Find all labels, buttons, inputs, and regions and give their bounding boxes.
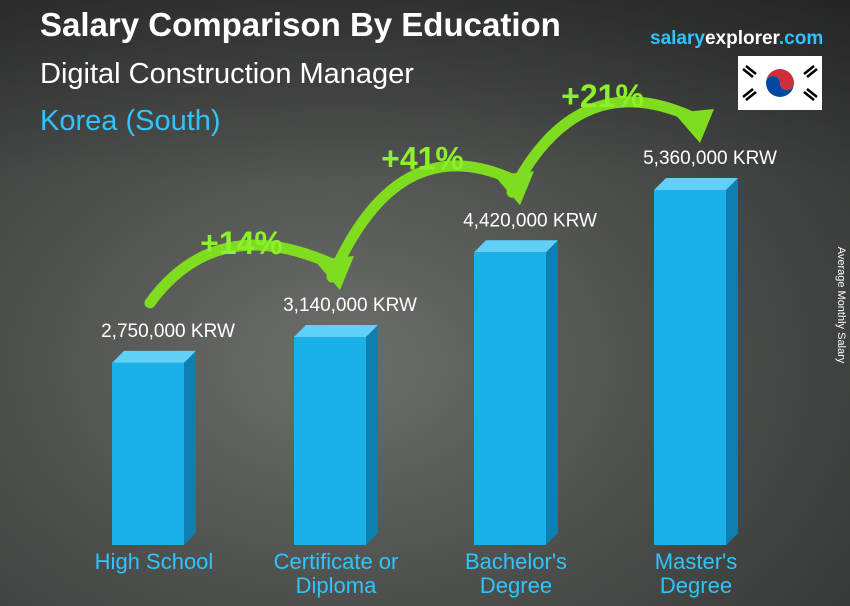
value-label: 4,420,000 KRW — [463, 210, 597, 231]
chart-subtitle: Digital Construction Manager — [40, 58, 414, 90]
x-tick-label: Bachelor's Degree — [464, 549, 568, 598]
y-axis-label: Average Monthly Salary — [835, 247, 847, 364]
x-tick-label: Certificate or Diploma — [273, 549, 399, 598]
bar-top — [294, 325, 378, 338]
value-label: 2,750,000 KRW — [101, 321, 235, 342]
value-label: 5,360,000 KRW — [643, 148, 777, 169]
bar — [112, 362, 184, 545]
x-tick-label: High School — [94, 549, 214, 574]
bar-top — [474, 240, 558, 253]
growth-arrow — [506, 96, 698, 198]
bar — [294, 337, 366, 545]
brand: salaryexplorer.com — [650, 28, 823, 49]
bar — [654, 190, 726, 545]
bar-side — [366, 325, 378, 545]
brand-part: salary — [650, 28, 705, 49]
bar — [474, 252, 546, 546]
growth-label: +14% — [200, 225, 283, 261]
bar-side — [184, 350, 196, 545]
value-label: 3,140,000 KRW — [283, 295, 417, 316]
brand-part: .com — [779, 28, 823, 49]
flag — [738, 56, 822, 110]
growth-arrow — [326, 160, 518, 283]
growth-arrow — [144, 239, 338, 309]
region: Korea (South) — [40, 105, 221, 137]
bar-side — [546, 240, 558, 546]
chart-title: Salary Comparison By Education — [40, 6, 561, 43]
growth-label: +41% — [381, 140, 464, 176]
bar-top — [112, 350, 196, 363]
brand-part: explorer — [705, 28, 781, 49]
growth-label: +21% — [561, 78, 644, 114]
bar-top — [654, 178, 738, 190]
bar-side — [726, 178, 738, 545]
x-tick-label: Master's Degree — [654, 549, 738, 598]
arrow-head — [674, 109, 714, 143]
